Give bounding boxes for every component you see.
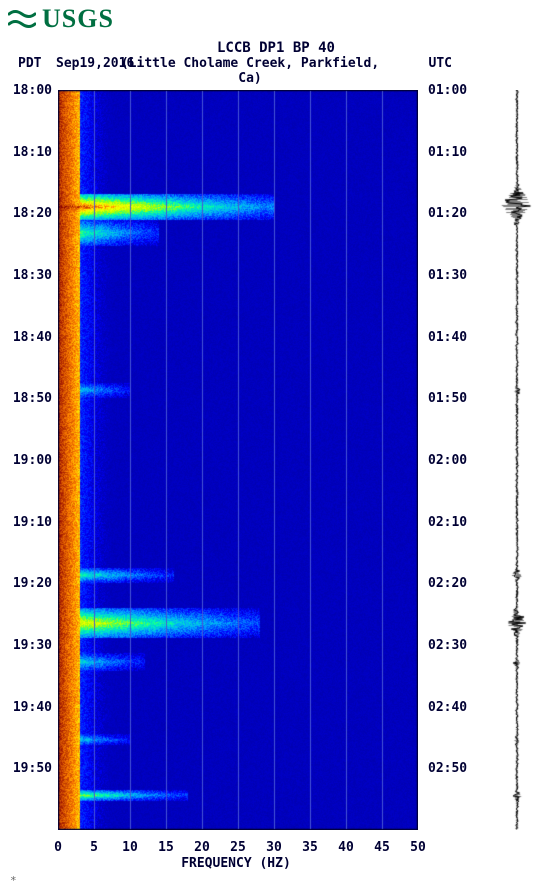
tz-left-label: PDT — [18, 56, 41, 71]
x-tick: 40 — [338, 840, 354, 855]
y-tick-left: 19:40 — [13, 700, 52, 715]
x-tick: 50 — [410, 840, 426, 855]
y-tick-left: 18:30 — [13, 268, 52, 283]
y-tick-right: 01:40 — [428, 330, 467, 345]
y-tick-left: 19:20 — [13, 576, 52, 591]
station-label: (Little Cholame Creek, Parkfield, Ca) — [120, 56, 380, 86]
y-tick-right: 02:30 — [428, 638, 467, 653]
x-tick: 20 — [194, 840, 210, 855]
tz-right-label: UTC — [429, 56, 452, 71]
x-tick: 30 — [266, 840, 282, 855]
x-tick: 15 — [158, 840, 174, 855]
y-tick-left: 19:10 — [13, 515, 52, 530]
spectrogram-plot — [58, 90, 418, 830]
usgs-logo-text: USGS — [42, 4, 114, 34]
x-tick: 10 — [122, 840, 138, 855]
y-tick-left: 18:40 — [13, 330, 52, 345]
y-tick-right: 01:00 — [428, 83, 467, 98]
y-tick-left: 18:00 — [13, 83, 52, 98]
seismogram-trace — [500, 90, 534, 830]
y-tick-right: 01:50 — [428, 391, 467, 406]
x-tick: 25 — [230, 840, 246, 855]
usgs-logo-mark — [8, 5, 36, 33]
x-tick: 0 — [54, 840, 62, 855]
y-tick-left: 18:20 — [13, 206, 52, 221]
x-tick: 35 — [302, 840, 318, 855]
plot-title: LCCB DP1 BP 40 — [0, 40, 552, 56]
y-tick-left: 18:10 — [13, 145, 52, 160]
footer-mark: * — [10, 874, 17, 887]
y-tick-right: 01:20 — [428, 206, 467, 221]
y-tick-left: 19:50 — [13, 761, 52, 776]
y-tick-right: 02:20 — [428, 576, 467, 591]
y-tick-left: 19:30 — [13, 638, 52, 653]
y-tick-right: 01:30 — [428, 268, 467, 283]
y-tick-right: 02:10 — [428, 515, 467, 530]
y-tick-right: 02:00 — [428, 453, 467, 468]
y-tick-right: 01:10 — [428, 145, 467, 160]
x-axis-label: FREQUENCY (HZ) — [0, 856, 512, 871]
x-tick: 5 — [90, 840, 98, 855]
x-tick: 45 — [374, 840, 390, 855]
y-tick-left: 18:50 — [13, 391, 52, 406]
y-tick-left: 19:00 — [13, 453, 52, 468]
y-tick-right: 02:40 — [428, 700, 467, 715]
y-tick-right: 02:50 — [428, 761, 467, 776]
usgs-logo: USGS — [8, 4, 114, 34]
